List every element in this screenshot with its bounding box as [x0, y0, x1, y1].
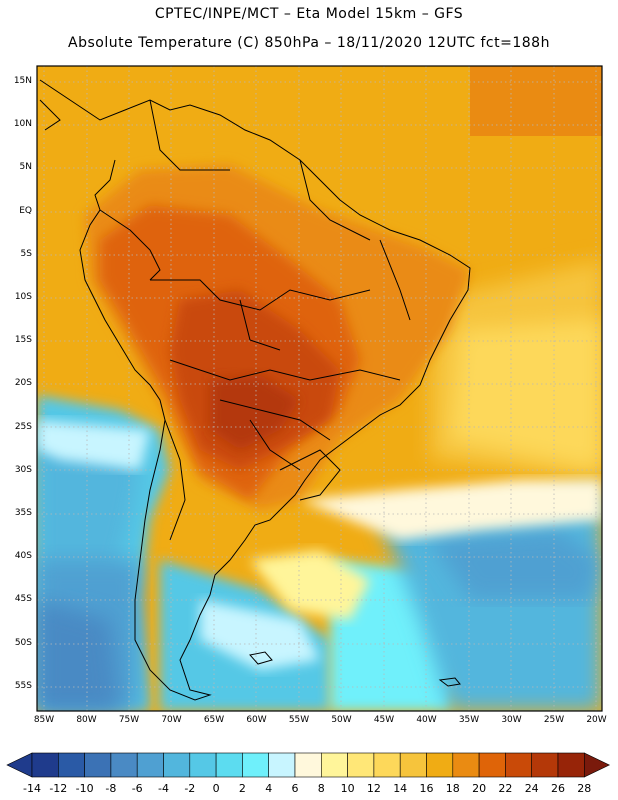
- colorbar-swatch: [557, 752, 585, 778]
- lon-label: 80W: [76, 715, 97, 725]
- lat-label: EQ: [19, 205, 32, 216]
- lat-label: 10S: [14, 292, 32, 302]
- lat-label: 15N: [13, 76, 32, 86]
- lat-label: 35S: [14, 508, 32, 518]
- colorbar-swatch: [426, 752, 454, 778]
- coastlines: [39, 79, 471, 701]
- colorbar-high-arrow: [583, 752, 610, 778]
- lon-label: 50W: [331, 715, 352, 725]
- lon-label: 75W: [118, 715, 140, 725]
- colorbar-tick-label: -4: [158, 782, 169, 795]
- lon-label: 35W: [458, 715, 480, 725]
- colorbar-low-arrow: [6, 752, 33, 778]
- colorbar-tick-label: 18: [445, 782, 460, 795]
- colorbar-swatch: [84, 752, 112, 778]
- lat-label: 10N: [13, 119, 32, 130]
- lon-label: 40W: [416, 715, 437, 725]
- lat-label: 45S: [14, 594, 32, 605]
- colorbar-swatch: [215, 752, 243, 778]
- lon-label: 60W: [246, 715, 267, 725]
- colorbar-swatch: [452, 752, 480, 778]
- map-frame: [36, 65, 603, 712]
- colorbar-tick-label: -10: [75, 782, 94, 795]
- lon-label: 70W: [161, 715, 182, 725]
- lat-label: 5S: [20, 248, 32, 259]
- colorbar-swatch: [531, 752, 559, 778]
- colorbar-swatch: [505, 752, 532, 778]
- colorbar: [6, 752, 610, 778]
- colorbar-swatch: [399, 752, 427, 778]
- colorbar-swatch: [136, 752, 164, 778]
- title-line-2: Absolute Temperature (C) 850hPa – 18/11/…: [68, 35, 550, 51]
- colorbar-swatch: [110, 752, 138, 778]
- colorbar-tick-label: -8: [105, 782, 117, 795]
- lat-label: 20S: [14, 378, 32, 389]
- colorbar-tick-label: 10: [340, 782, 355, 795]
- colorbar-tick-label: 28: [577, 782, 592, 795]
- colorbar-tick-label: 24: [524, 782, 539, 795]
- lat-label: 55S: [14, 680, 32, 691]
- lon-label: 45W: [373, 715, 395, 725]
- lat-label: 40S: [14, 551, 32, 562]
- colorbar-tick-label: 16: [419, 782, 434, 795]
- colorbar-swatch: [268, 752, 296, 778]
- colorbar-swatch: [163, 752, 191, 778]
- colorbar-tick-label: -2: [184, 782, 196, 795]
- title-line-1: CPTEC/INPE/MCT – Eta Model 15km – GFS: [154, 6, 464, 22]
- lat-label: 30S: [14, 464, 32, 475]
- colorbar-swatch: [373, 752, 401, 778]
- colorbar-tick-label: 22: [498, 782, 513, 795]
- colorbar-tick-label: 20: [472, 782, 487, 795]
- lat-label: 15S: [14, 335, 32, 346]
- colorbar-tick-label: -12: [49, 782, 68, 795]
- lon-label: 25W: [543, 715, 565, 725]
- lat-label: 25S: [14, 421, 32, 432]
- colorbar-swatch: [242, 752, 269, 778]
- colorbar-tick-label: -14: [23, 782, 41, 795]
- colorbar-tick-label: 4: [265, 782, 273, 795]
- lat-label: 5N: [19, 162, 32, 173]
- colorbar-swatch: [478, 752, 506, 778]
- colorbar-tick-label: 12: [366, 782, 381, 795]
- colorbar-tick-label: 26: [551, 782, 565, 795]
- colorbar-tick-label: -6: [131, 782, 143, 795]
- colorbar-tick-label: 2: [238, 782, 246, 795]
- colorbar-tick-label: 8: [317, 782, 325, 795]
- lon-label: 30W: [501, 715, 522, 725]
- lon-label: 85W: [33, 715, 55, 725]
- temperature-field: [37, 66, 602, 711]
- lat-label: 50S: [14, 637, 32, 648]
- colorbar-tick-label: 6: [291, 782, 299, 795]
- colorbar-swatch: [57, 752, 85, 778]
- colorbar-tick-label: 0: [212, 782, 220, 795]
- lon-label: 55W: [288, 715, 310, 725]
- lon-label: 65W: [203, 715, 225, 725]
- colorbar-swatch: [347, 752, 375, 778]
- colorbar-swatch: [294, 752, 322, 778]
- colorbar-swatch: [31, 752, 59, 778]
- colorbar-swatch: [189, 752, 217, 778]
- lon-label: 20W: [586, 715, 607, 725]
- colorbar-swatch: [320, 752, 348, 778]
- colorbar-tick-label: 14: [393, 782, 408, 795]
